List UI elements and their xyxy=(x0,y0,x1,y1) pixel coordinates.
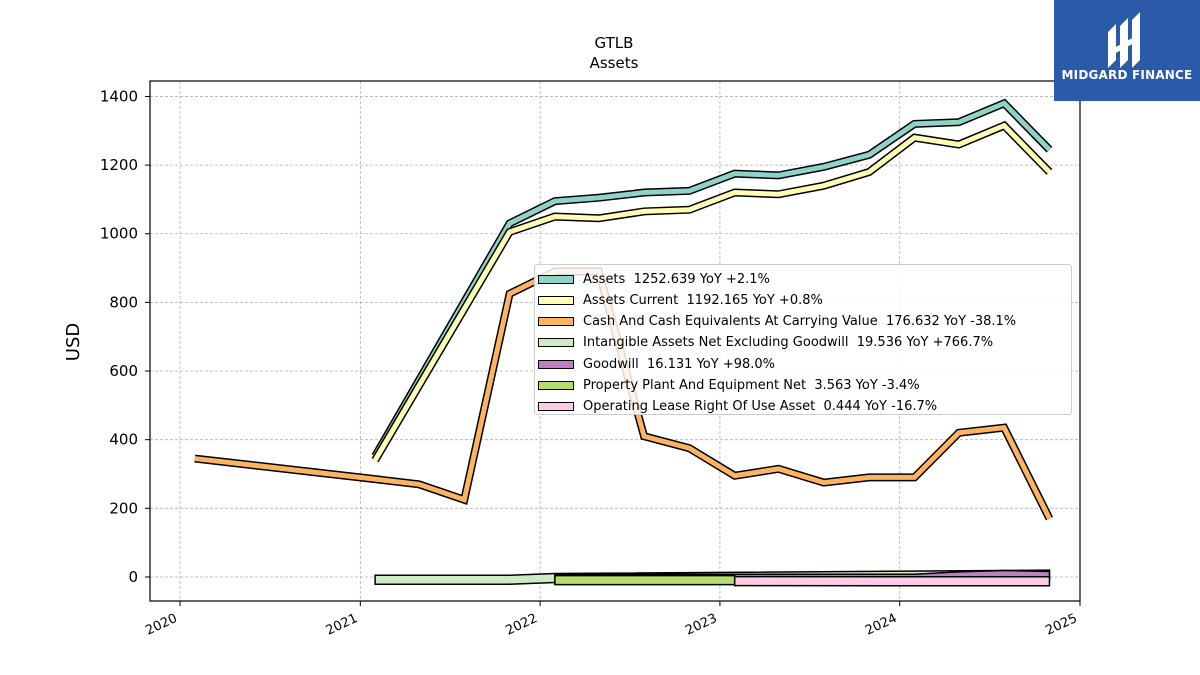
legend-swatch xyxy=(538,402,574,412)
legend-item: Goodwill 16.131 YoY +98.0% xyxy=(538,354,775,374)
legend-swatch xyxy=(538,359,574,369)
series-band xyxy=(733,575,1051,587)
legend-item: Assets Current 1192.165 YoY +0.8% xyxy=(538,290,823,310)
x-tick-label: 2024 xyxy=(863,611,899,639)
y-tick-label: 1200 xyxy=(100,156,138,174)
y-tick-label: 0 xyxy=(128,568,138,586)
logo-mark-icon xyxy=(1108,12,1140,68)
legend-label: Intangible Assets Net Excluding Goodwill… xyxy=(583,335,994,351)
logo-text: MIDGARD FINANCE xyxy=(1061,68,1193,82)
legend: Assets 1252.639 YoY +2.1% Assets Current … xyxy=(534,264,1072,415)
plot-series xyxy=(194,98,1054,587)
brand-logo: MIDGARD FINANCE xyxy=(1054,0,1200,101)
legend-swatch xyxy=(538,274,574,284)
legend-swatch xyxy=(538,381,574,390)
legend-label: Assets 1252.639 YoY +2.1% xyxy=(583,271,770,287)
legend-label: Cash And Cash Equivalents At Carrying Va… xyxy=(583,314,1017,330)
series-line xyxy=(372,100,1052,458)
legend-item: Assets 1252.639 YoY +2.1% xyxy=(538,269,770,289)
x-tick-label: 2020 xyxy=(143,611,179,639)
y-tick-label: 200 xyxy=(109,499,138,517)
y-axis-label: USD xyxy=(63,323,84,361)
series-assets-current xyxy=(371,120,1053,463)
legend-label: Assets Current 1192.165 YoY +0.8% xyxy=(583,292,823,308)
legend-label: Goodwill 16.131 YoY +98.0% xyxy=(583,356,776,372)
legend-label: Property Plant And Equipment Net 3.563 Y… xyxy=(583,378,920,393)
legend-item: Cash And Cash Equivalents At Carrying Va… xyxy=(538,312,1016,332)
plot-frame xyxy=(149,80,1081,602)
y-tick-label: 1400 xyxy=(100,87,138,105)
x-tick-label: 2025 xyxy=(1043,611,1079,639)
y-tick-label: 600 xyxy=(109,362,138,380)
series-band xyxy=(554,574,736,586)
y-tick-label: 800 xyxy=(109,293,138,311)
chart-title: GTLB xyxy=(595,34,634,52)
series-line xyxy=(372,122,1052,462)
y-tick-label: 400 xyxy=(109,431,138,449)
legend-item: Operating Lease Right Of Use Asset 0.444… xyxy=(538,397,937,417)
series-cash-and-cash-equivalents-at-carrying-value xyxy=(194,267,1054,521)
legend-swatch xyxy=(538,295,574,305)
x-tick-label: 2022 xyxy=(503,611,539,639)
series-assets xyxy=(371,98,1053,459)
legend-label: Operating Lease Right Of Use Asset 0.444… xyxy=(583,399,938,415)
y-tick-label: 1000 xyxy=(100,225,138,243)
series-line xyxy=(194,268,1052,520)
legend-swatch xyxy=(538,338,574,348)
series-operating-lease-right-of-use-asset xyxy=(733,575,1051,587)
legend-swatch xyxy=(538,317,574,327)
x-tick-label: 2021 xyxy=(324,611,360,639)
x-tick-label: 2023 xyxy=(683,611,719,639)
legend-item: Property Plant And Equipment Net 3.563 Y… xyxy=(538,376,920,396)
legend-item: Intangible Assets Net Excluding Goodwill… xyxy=(538,333,993,353)
series-property-plant-and-equipment-net xyxy=(554,574,736,586)
chart-subtitle: Assets xyxy=(590,54,639,72)
